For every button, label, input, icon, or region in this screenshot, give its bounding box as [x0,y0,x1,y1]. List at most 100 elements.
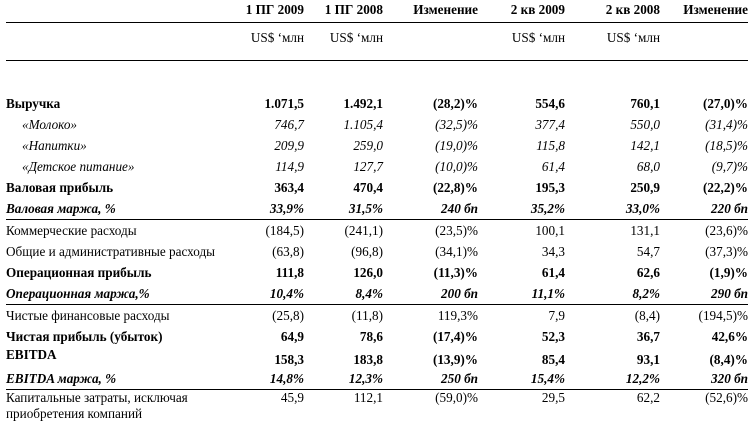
cell: (22,2)% [660,177,748,198]
units-blank [6,23,238,61]
cell: (241,1) [304,220,383,242]
row-label: Операционная маржа,% [6,283,238,305]
cell: 250,9 [565,177,660,198]
cell: 220 бп [660,198,748,220]
cell: (37,3)% [660,241,748,262]
col-header-change-1pg: Изменение [383,2,478,23]
cell: 115,8 [478,135,565,156]
cell: 15,4% [478,368,565,390]
units-label: US$ ‘млн [304,23,383,61]
cell: 250 бп [383,368,478,390]
cell: 62,6 [565,262,660,283]
cell: (184,5) [238,220,304,242]
cell: 85,4 [478,347,565,368]
cell: 554,6 [478,93,565,114]
cell: 33,0% [565,198,660,220]
table-row: Коммерческие расходы (184,5) (241,1) (23… [6,220,748,242]
table-row: Общие и административные расходы (63,8) … [6,241,748,262]
row-label: Чистые финансовые расходы [6,305,238,327]
row-label: Операционная прибыль [6,262,238,283]
cell: 1.105,4 [304,114,383,135]
table-row: «Детское питание» 114,9 127,7 (10,0)% 61… [6,156,748,177]
cell: 61,4 [478,262,565,283]
table-row: EBITDA 158,3 183,8 (13,9)% 85,4 93,1 (8,… [6,347,748,368]
cell: (8,4)% [660,347,748,368]
cell: 54,7 [565,241,660,262]
cell: 183,8 [304,347,383,368]
cell: 209,9 [238,135,304,156]
header-blank [6,2,238,23]
table-row: «Напитки» 209,9 259,0 (19,0)% 115,8 142,… [6,135,748,156]
financial-results-table: 1 ПГ 2009 1 ПГ 2008 Изменение 2 кв 2009 … [6,2,748,426]
units-label [383,23,478,61]
cell: (22,8)% [383,177,478,198]
cell: 470,4 [304,177,383,198]
spacer [6,61,748,94]
cell: 12,2% [565,368,660,390]
cell: 240 бп [383,198,478,220]
cell: (28,2)% [383,93,478,114]
cell: 320 бп [660,368,748,390]
units-label: US$ ‘млн [238,23,304,61]
cell: (13,9)% [383,347,478,368]
cell: 34,3 [478,241,565,262]
cell: 35,2% [478,198,565,220]
units-label: US$ ‘млн [478,23,565,61]
cell: (8,4) [565,305,660,327]
cell: (18,5)% [660,135,748,156]
cell: (96,8) [304,241,383,262]
cell: 126,0 [304,262,383,283]
cell: 11,1% [478,283,565,305]
cell: (23,6)% [660,220,748,242]
cell: 195,3 [478,177,565,198]
col-header-2q-2008: 2 кв 2008 [565,2,660,23]
cell: (19,0)% [383,135,478,156]
cell: (10,0)% [383,156,478,177]
row-label: Валовая прибыль [6,177,238,198]
cell: 142,1 [565,135,660,156]
table-row: Чистые финансовые расходы (25,8) (11,8) … [6,305,748,327]
cell: (9,7)% [660,156,748,177]
cell: 760,1 [565,93,660,114]
cell: 12,3% [304,368,383,390]
col-header-1pg-2008: 1 ПГ 2008 [304,2,383,23]
table-row: Валовая прибыль 363,4 470,4 (22,8)% 195,… [6,177,748,198]
cell: 7,9 [478,305,565,327]
cell: 111,8 [238,262,304,283]
cell: 10,4% [238,283,304,305]
cell: (194,5)% [660,305,748,327]
cell: 42,6% [660,326,748,347]
cell: (23,5)% [383,220,478,242]
cell: 8,4% [304,283,383,305]
row-label: Общие и административные расходы [6,241,238,262]
cell: (32,5)% [383,114,478,135]
cell: (11,8) [304,305,383,327]
cell: 377,4 [478,114,565,135]
row-label: Коммерческие расходы [6,220,238,242]
table-row: Выручка 1.071,5 1.492,1 (28,2)% 554,6 76… [6,93,748,114]
cell: 78,6 [304,326,383,347]
table-row: Операционная маржа,% 10,4% 8,4% 200 бп 1… [6,283,748,305]
cell: 114,9 [238,156,304,177]
cell: 61,4 [478,156,565,177]
cell: (34,1)% [383,241,478,262]
cell: 33,9% [238,198,304,220]
cell: (1,9)% [660,262,748,283]
row-label: Валовая маржа, % [6,198,238,220]
units-label: US$ ‘млн [565,23,660,61]
row-label: EBITDA маржа, % [6,368,238,390]
cell: 14,8% [238,368,304,390]
cell: 100,1 [478,220,565,242]
cell: (17,4)% [383,326,478,347]
cell: (27,0)% [660,93,748,114]
cell: 8,2% [565,283,660,305]
cell: 52,3 [478,326,565,347]
cell: 36,7 [565,326,660,347]
cell: 158,3 [238,347,304,368]
col-header-2q-2009: 2 кв 2009 [478,2,565,23]
cell: 64,9 [238,326,304,347]
cell: 68,0 [565,156,660,177]
cell: 259,0 [304,135,383,156]
row-label: EBITDA [6,347,238,368]
table-row: EBITDA маржа, % 14,8% 12,3% 250 бп 15,4%… [6,368,748,390]
